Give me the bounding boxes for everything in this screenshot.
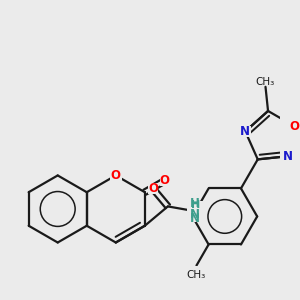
FancyBboxPatch shape [240,126,250,136]
FancyBboxPatch shape [283,151,293,161]
FancyBboxPatch shape [187,201,203,222]
FancyBboxPatch shape [289,121,300,131]
Text: O: O [290,120,299,133]
Text: H: H [190,200,200,210]
Text: N: N [190,208,200,220]
Text: CH₃: CH₃ [187,270,206,280]
Text: N: N [240,125,250,138]
Text: O: O [111,169,121,182]
Text: H
N: H N [190,197,200,225]
FancyBboxPatch shape [148,184,158,194]
Text: CH₃: CH₃ [255,77,274,87]
FancyBboxPatch shape [160,176,170,186]
Text: O: O [148,182,158,195]
FancyBboxPatch shape [110,170,122,181]
Text: N: N [283,150,293,163]
Text: O: O [160,174,170,187]
